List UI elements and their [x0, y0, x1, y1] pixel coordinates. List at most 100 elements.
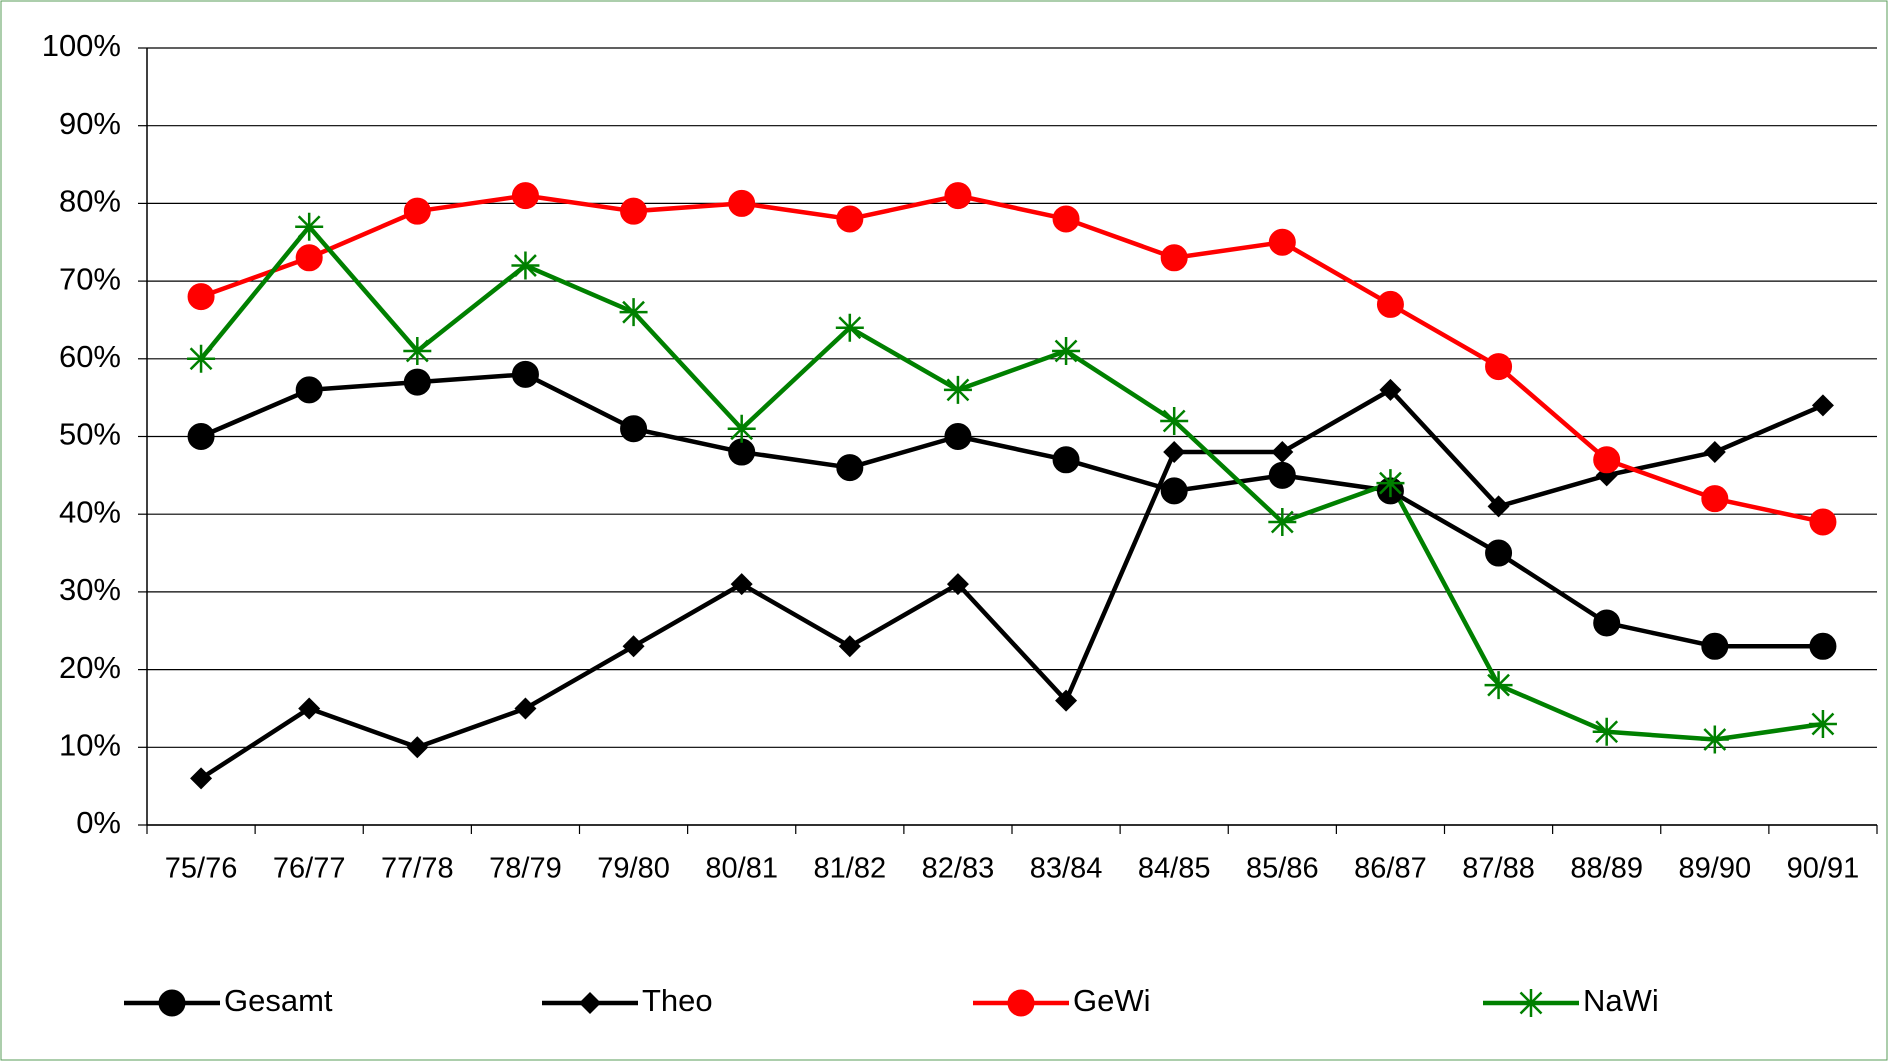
point	[579, 992, 601, 1014]
x-tick-label: 86/87	[1354, 853, 1427, 885]
x-tick-label: 84/85	[1138, 853, 1211, 885]
y-tick-label: 100%	[42, 28, 121, 63]
point	[1484, 671, 1513, 700]
y-tick-label: 50%	[59, 417, 121, 452]
point	[836, 205, 864, 233]
point	[514, 697, 537, 720]
point	[1268, 507, 1297, 536]
point	[1376, 469, 1405, 498]
point	[1160, 244, 1188, 272]
y-tick-label: 60%	[59, 339, 121, 374]
point	[190, 767, 213, 790]
point	[1485, 353, 1513, 381]
point	[622, 635, 645, 658]
x-tick-label: 81/82	[814, 853, 887, 885]
point	[187, 344, 216, 373]
point	[1593, 446, 1621, 474]
x-tick-label: 76/77	[273, 853, 346, 885]
x-tick-label: 85/86	[1246, 853, 1319, 885]
point	[728, 189, 756, 217]
series-line	[199, 387, 1824, 781]
point	[1379, 378, 1402, 401]
y-tick-label: 10%	[59, 727, 121, 762]
point	[295, 244, 323, 272]
point	[403, 337, 432, 366]
y-tick-label: 20%	[59, 650, 121, 685]
series-line	[199, 224, 1824, 742]
point	[1485, 539, 1513, 567]
x-tick-label: 78/79	[489, 853, 562, 885]
point	[511, 251, 540, 280]
x-tick-label: 77/78	[381, 853, 454, 885]
point	[1700, 725, 1729, 754]
point	[1052, 337, 1081, 366]
x-tick-label: 87/88	[1462, 853, 1535, 885]
legend-label: GeWi	[1073, 983, 1151, 1018]
x-tick-label: 82/83	[922, 853, 995, 885]
y-tick-label: 80%	[59, 184, 121, 219]
y-tick-label: 30%	[59, 572, 121, 607]
x-tick-label: 89/90	[1679, 853, 1752, 885]
point	[1163, 441, 1186, 464]
point	[836, 454, 864, 482]
point	[1809, 632, 1837, 660]
point	[1376, 290, 1404, 318]
series-line	[200, 372, 1823, 649]
y-tick-label: 0%	[76, 805, 121, 840]
point	[1808, 709, 1837, 738]
point	[619, 298, 648, 327]
x-tick-label: 90/91	[1787, 853, 1860, 885]
point	[295, 376, 323, 404]
point	[295, 212, 324, 241]
x-tick-label: 75/76	[165, 853, 238, 885]
x-tick-label: 88/89	[1570, 853, 1643, 885]
point	[838, 635, 861, 658]
point	[1268, 461, 1296, 489]
point	[1809, 508, 1837, 536]
point	[1268, 228, 1296, 256]
point	[1487, 495, 1510, 518]
point	[1703, 441, 1726, 464]
point	[1271, 441, 1294, 464]
point	[1052, 205, 1080, 233]
x-tick-label: 79/80	[597, 853, 670, 885]
point	[1160, 477, 1188, 505]
point	[946, 573, 969, 596]
point	[158, 989, 186, 1017]
y-tick-label: 70%	[59, 261, 121, 296]
point	[728, 438, 756, 466]
point	[1055, 689, 1078, 712]
x-tick-label: 83/84	[1030, 853, 1103, 885]
legend-label: Theo	[642, 983, 713, 1018]
point	[944, 423, 972, 450]
point	[1517, 989, 1545, 1017]
legend-label: NaWi	[1583, 983, 1659, 1018]
point	[511, 360, 539, 388]
point	[730, 573, 753, 596]
x-tick-label: 80/81	[705, 853, 778, 885]
legend-label: Gesamt	[224, 983, 333, 1018]
y-tick-label: 90%	[59, 106, 121, 141]
series-line	[200, 193, 1824, 525]
point	[1052, 446, 1080, 474]
point	[727, 414, 756, 443]
point	[1592, 717, 1621, 746]
point	[403, 368, 431, 396]
point	[403, 197, 431, 225]
point	[620, 415, 648, 443]
point	[1701, 485, 1729, 513]
point	[943, 375, 972, 404]
point	[1593, 609, 1621, 637]
point	[835, 313, 864, 342]
point	[406, 736, 429, 759]
point	[620, 197, 648, 225]
point	[944, 182, 972, 210]
point	[1701, 632, 1729, 660]
point	[1811, 394, 1834, 417]
point	[187, 423, 215, 450]
point	[298, 697, 321, 720]
point	[511, 182, 539, 210]
